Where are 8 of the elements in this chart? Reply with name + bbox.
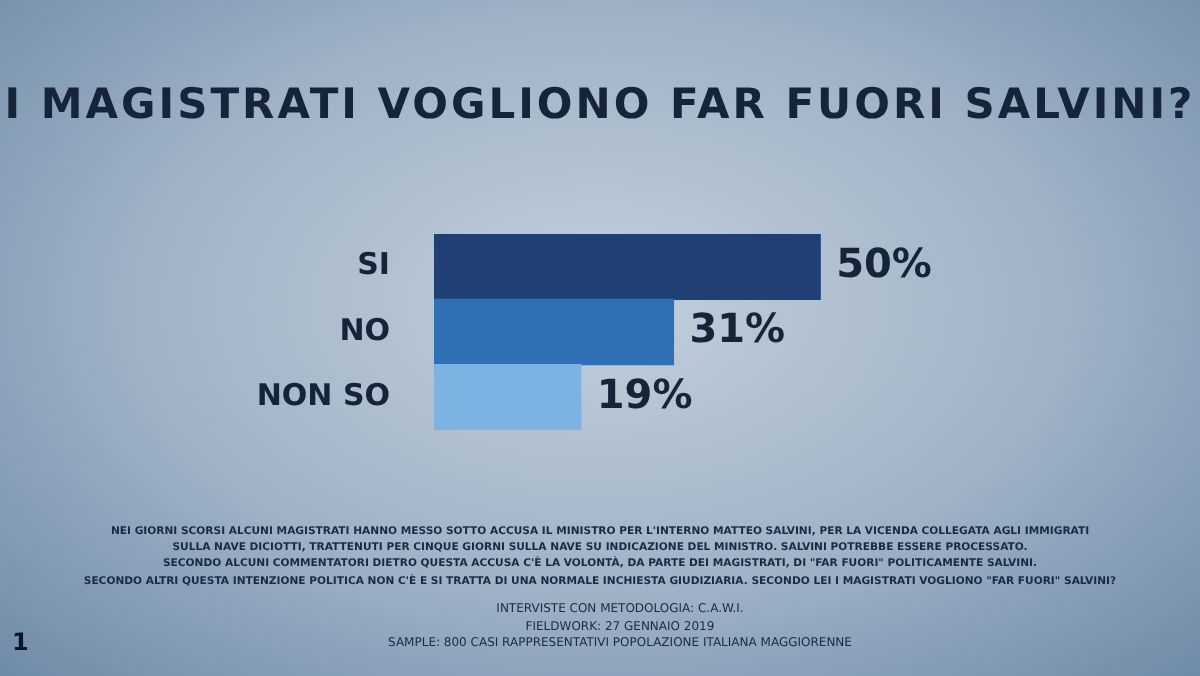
y-tick-label: NO	[339, 311, 390, 348]
data-label: 50%	[836, 239, 932, 288]
data-label: 19%	[596, 369, 693, 418]
data-label: 31%	[689, 304, 786, 353]
chart-title: I MAGISTRATI VOGLIONO FAR FUORI SALVINI?	[2, 80, 1198, 128]
y-tick-label: SI	[357, 246, 390, 283]
y-tick-label: NON SO	[256, 377, 390, 414]
text: 1	[12, 628, 29, 656]
